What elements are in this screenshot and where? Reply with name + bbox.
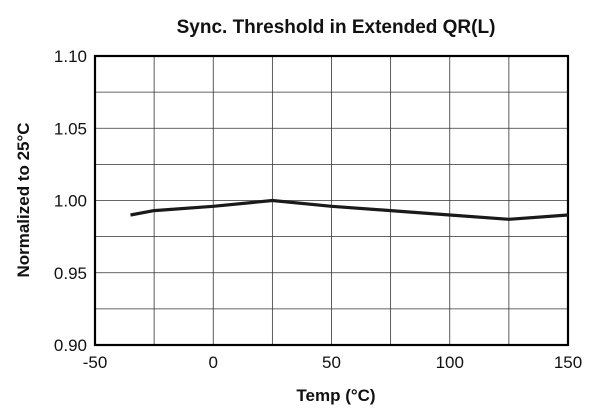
- x-tick-label: 50: [322, 353, 341, 372]
- series-layer: [130, 198, 569, 221]
- y-tick-labels: 0.90 0.95 1.00 1.05 1.10: [54, 47, 87, 355]
- y-tick-label: 1.05: [54, 119, 87, 138]
- y-tick-label: 1.00: [54, 192, 87, 211]
- x-tick-labels: -50 0 50 100 150: [83, 353, 582, 372]
- x-tick-label: 150: [554, 353, 582, 372]
- y-tick-label: 1.10: [54, 47, 87, 66]
- y-tick-label: 0.95: [54, 264, 87, 283]
- x-tick-label: -50: [83, 353, 108, 372]
- chart-title: Sync. Threshold in Extended QR(L): [177, 17, 496, 38]
- x-tick-label: 0: [209, 353, 218, 372]
- y-tick-label: 0.90: [54, 336, 87, 355]
- x-tick-label: 100: [436, 353, 464, 372]
- y-axis-label: Normalized to 25°C: [14, 122, 33, 277]
- x-axis-label: Temp (°C): [296, 386, 375, 405]
- series-line-0: [130, 198, 569, 221]
- plot-area: [93, 54, 570, 347]
- grid: [95, 56, 568, 345]
